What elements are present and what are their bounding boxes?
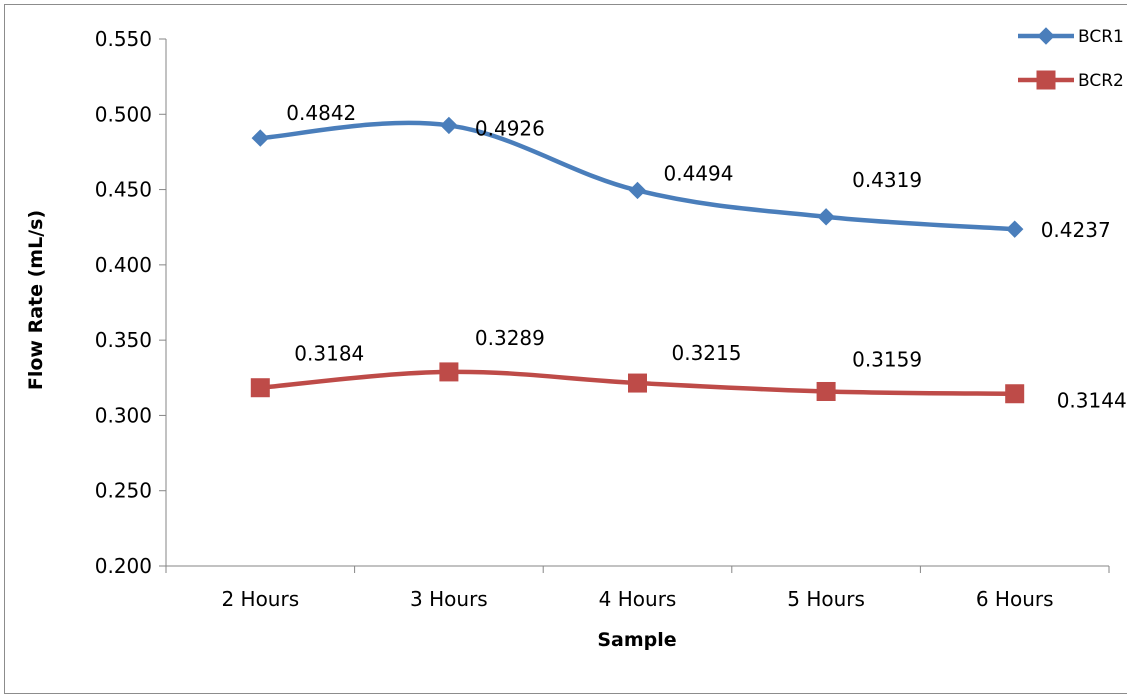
x-tick-label: 6 Hours (976, 587, 1054, 611)
y-tick-label: 0.550 (95, 27, 152, 51)
data-point-bcr2 (816, 381, 836, 401)
data-point-bcr1 (440, 116, 458, 135)
data-label-bcr2: 0.3289 (475, 326, 545, 350)
data-label-bcr2: 0.3184 (294, 342, 364, 366)
y-axis-ticks: 0.200 0.250 0.300 0.350 0.400 0.450 0.500 0.550 (95, 27, 166, 578)
data-point-bcr2 (1005, 384, 1025, 404)
data-label-bcr2: 0.3144 (1057, 389, 1127, 413)
data-label-bcr1: 0.4319 (852, 168, 922, 192)
data-label-bcr1: 0.4842 (286, 101, 356, 125)
data-label-bcr1: 0.4237 (1041, 218, 1111, 242)
data-point-bcr1 (251, 129, 270, 147)
data-point-bcr1 (817, 208, 835, 226)
data-labels: 0.4842 0.4926 0.4494 0.4319 0.4237 0.3184 0.32… (286, 101, 1126, 413)
y-tick-label: 0.450 (95, 178, 152, 202)
x-tick-label: 2 Hours (221, 587, 299, 611)
x-tick-label: 5 Hours (787, 587, 865, 611)
legend-marker-bcr1 (1037, 27, 1055, 45)
data-label-bcr1: 0.4494 (664, 161, 734, 185)
x-tick-label: 4 Hours (599, 587, 677, 611)
x-tick-label: 3 Hours (410, 587, 488, 611)
series-layer (250, 116, 1025, 404)
data-point-bcr2 (628, 373, 647, 393)
legend-marker-bcr2 (1036, 70, 1056, 90)
legend-label-bcr2: BCR2 (1078, 71, 1124, 91)
x-axis-ticks: 2 Hours 3 Hours 4 Hours 5 Hours 6 Hours (165, 566, 1110, 611)
y-tick-label: 0.300 (95, 403, 152, 427)
data-point-bcr1 (628, 181, 647, 200)
data-label-bcr2: 0.3215 (672, 341, 742, 365)
data-point-bcr1 (1005, 220, 1024, 238)
y-axis-title: Flow Rate (mL/s) (25, 210, 47, 390)
data-label-bcr1: 0.4926 (475, 116, 545, 140)
legend-label-bcr1: BCR1 (1078, 27, 1124, 47)
x-axis-title: Sample (597, 629, 676, 651)
y-tick-label: 0.500 (95, 102, 152, 126)
data-point-bcr2 (250, 378, 270, 398)
y-tick-label: 0.200 (95, 554, 152, 578)
data-point-bcr2 (439, 362, 459, 382)
y-tick-label: 0.250 (95, 479, 152, 503)
y-tick-label: 0.350 (95, 328, 152, 352)
data-label-bcr2: 0.3159 (852, 347, 922, 371)
legend: BCR1 BCR2 (1018, 27, 1124, 91)
y-tick-label: 0.400 (95, 253, 152, 277)
